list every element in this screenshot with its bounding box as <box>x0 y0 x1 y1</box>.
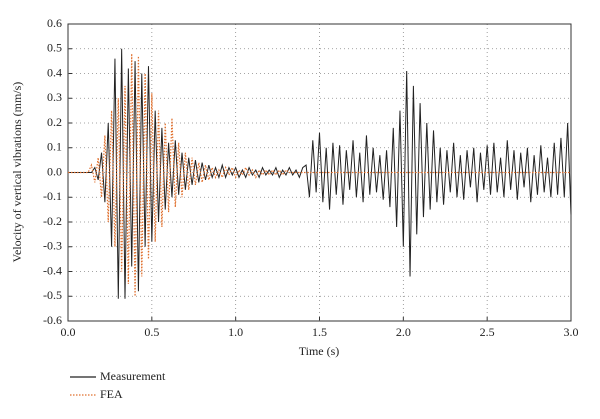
x-tick-label: 0.5 <box>144 325 159 339</box>
y-tick-label: 0.1 <box>47 140 62 154</box>
data-line <box>68 53 571 297</box>
data-line <box>68 48 572 299</box>
y-tick-label: -0.2 <box>43 214 62 228</box>
x-tick-label: 2.0 <box>396 325 411 339</box>
y-tick-label: 0.5 <box>47 41 62 55</box>
x-tick-label: 3.0 <box>564 325 579 339</box>
y-tick-label: 0.2 <box>47 115 62 129</box>
y-tick-label: -0.5 <box>43 288 62 302</box>
x-tick-label: 0.0 <box>61 325 76 339</box>
y-tick-label: -0.3 <box>43 239 62 253</box>
y-tick-label: -0.1 <box>43 189 62 203</box>
y-tick-label: 0.6 <box>47 16 62 30</box>
x-tick-label: 1.0 <box>228 325 243 339</box>
x-tick-label: 1.5 <box>312 325 327 339</box>
y-tick-label: 0.4 <box>47 65 62 79</box>
x-axis-title: Time (s) <box>299 344 340 358</box>
legend-label: FEA <box>100 387 123 401</box>
y-tick-label: 0.0 <box>47 164 62 178</box>
legend-label: Measurement <box>100 369 166 383</box>
x-tick-label: 2.5 <box>480 325 495 339</box>
y-axis-title: Velocity of vertical vibrations (mm/s) <box>10 82 24 263</box>
y-tick-label: 0.3 <box>47 90 62 104</box>
y-tick-label: -0.4 <box>43 263 62 277</box>
y-tick-label: -0.6 <box>43 313 62 327</box>
